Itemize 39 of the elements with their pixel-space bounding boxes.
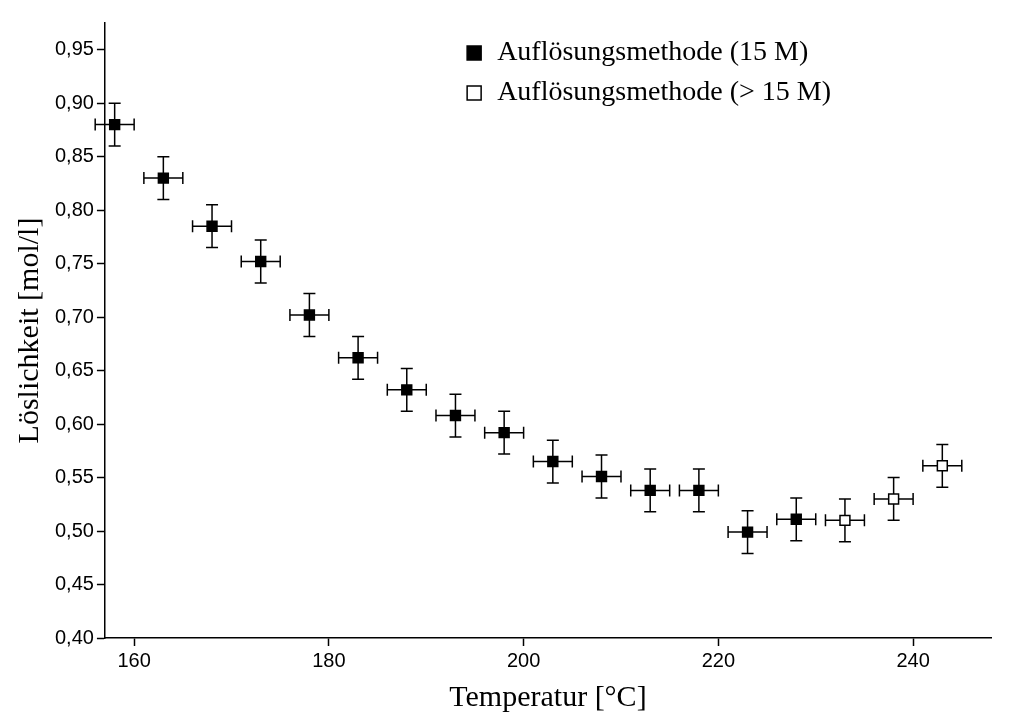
point <box>693 484 705 497</box>
point <box>595 470 608 483</box>
x-tick-label: 180 <box>312 648 346 671</box>
y-tick-label: 0,85 <box>54 144 94 167</box>
y-tick-label: 0,80 <box>54 197 94 220</box>
y-tick-label: 0,55 <box>54 465 94 488</box>
legend-label: Auflösungsmethode (15 M) <box>497 35 809 67</box>
y-tick-label: 0,65 <box>54 358 94 381</box>
x-axis-title: Temperatur [°C] <box>449 678 647 712</box>
y-tick-label: 0,45 <box>54 572 94 595</box>
y-axis-title: Löslichkeit [mol/l] <box>10 217 44 444</box>
y-tick-label: 0,70 <box>54 304 94 327</box>
point <box>303 309 316 321</box>
point <box>547 455 559 468</box>
point <box>644 484 656 497</box>
point <box>498 426 510 439</box>
legend-label: Auflösungsmethode (> 15 M) <box>497 75 832 107</box>
x-tick-label: 240 <box>896 648 930 671</box>
point <box>887 493 900 505</box>
point <box>401 384 413 396</box>
point <box>157 172 170 184</box>
y-tick-label: 0,40 <box>54 625 94 648</box>
point <box>936 460 949 472</box>
point <box>741 526 754 538</box>
x-tick-label: 200 <box>506 648 541 671</box>
y-tick-label: 0,90 <box>54 90 94 113</box>
point <box>839 514 851 527</box>
point <box>206 220 218 232</box>
y-tick-label: 0,95 <box>54 37 94 60</box>
point <box>449 409 462 422</box>
y-tick-label: 0,50 <box>54 518 94 541</box>
point <box>352 352 364 364</box>
point <box>790 513 802 525</box>
y-tick-label: 0,75 <box>54 251 94 274</box>
y-tick-label: 0,60 <box>54 411 94 434</box>
x-tick-label: 160 <box>117 648 151 671</box>
point <box>255 255 267 268</box>
point <box>108 118 121 131</box>
x-tick-label: 220 <box>701 648 736 671</box>
